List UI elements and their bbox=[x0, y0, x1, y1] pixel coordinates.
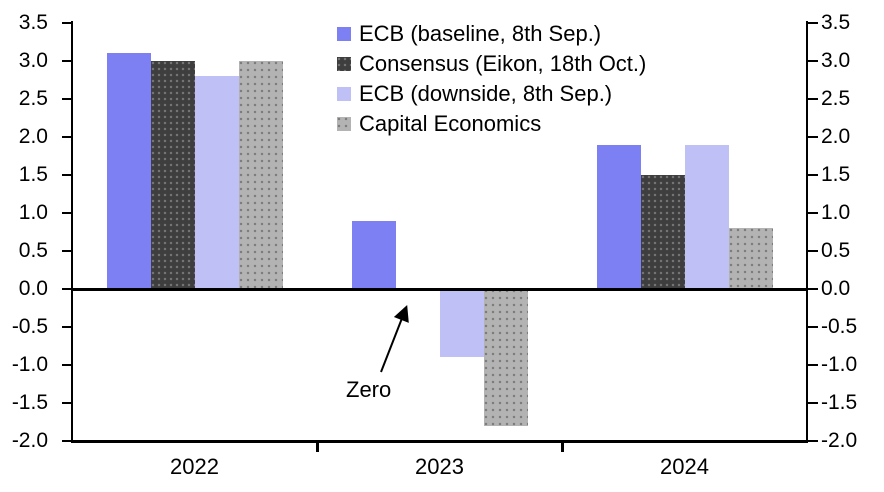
x-axis-line bbox=[71, 440, 808, 443]
y-tick-label-left: 0.0 bbox=[18, 277, 48, 300]
legend-swatch-consensus bbox=[337, 57, 351, 71]
y-tick-label-left: 3.0 bbox=[18, 49, 48, 72]
y-tick-right bbox=[808, 212, 818, 214]
bar-2022-series-0 bbox=[107, 53, 151, 289]
y-tick-label-right: 3.5 bbox=[821, 11, 851, 34]
y-tick-right bbox=[808, 326, 818, 328]
y-tick-right bbox=[808, 402, 818, 404]
y-tick-label-right: -2.0 bbox=[821, 429, 858, 452]
y-tick-right bbox=[808, 98, 818, 100]
y-tick-left bbox=[62, 212, 72, 214]
y-tick-left bbox=[62, 136, 72, 138]
legend-swatch-ecb-baseline bbox=[337, 27, 351, 41]
bar-2022-series-3 bbox=[239, 61, 283, 289]
legend-label: Consensus (Eikon, 18th Oct.) bbox=[359, 51, 647, 76]
y-tick-label-left: 2.0 bbox=[18, 125, 48, 148]
y-tick-left bbox=[62, 440, 72, 442]
y-tick-left bbox=[62, 174, 72, 176]
y-tick-label-right: 3.0 bbox=[821, 49, 851, 72]
y-tick-right bbox=[808, 60, 818, 62]
zero-baseline bbox=[71, 288, 808, 291]
y-tick-label-left: 0.5 bbox=[18, 239, 48, 262]
bar-2024-series-0 bbox=[597, 145, 641, 289]
legend-item: ECB (baseline, 8th Sep.) bbox=[337, 19, 646, 49]
y-tick-label-right: -0.5 bbox=[821, 315, 858, 338]
y-tick-label-right: -1.5 bbox=[821, 391, 858, 414]
y-axis-left-line bbox=[71, 21, 73, 443]
legend-label: ECB (baseline, 8th Sep.) bbox=[359, 21, 602, 46]
y-tick-right bbox=[808, 136, 818, 138]
y-tick-right bbox=[808, 364, 818, 366]
y-tick-label-left: -1.5 bbox=[11, 391, 48, 414]
y-tick-label-left: 1.5 bbox=[18, 163, 48, 186]
y-tick-label-right: -1.0 bbox=[821, 353, 858, 376]
y-tick-right bbox=[808, 288, 818, 290]
y-tick-label-right: 1.0 bbox=[821, 201, 851, 224]
y-tick-left bbox=[62, 402, 72, 404]
y-tick-label-left: -0.5 bbox=[11, 315, 48, 338]
y-tick-label-right: 1.5 bbox=[821, 163, 851, 186]
x-category-label: 2023 bbox=[415, 454, 464, 479]
legend-item: ECB (downside, 8th Sep.) bbox=[337, 79, 646, 109]
legend-item: Consensus (Eikon, 18th Oct.) bbox=[337, 49, 646, 79]
legend-label: Capital Economics bbox=[359, 111, 542, 136]
y-tick-right bbox=[808, 174, 818, 176]
x-category-label: 2024 bbox=[660, 454, 709, 479]
y-tick-left bbox=[62, 326, 72, 328]
zero-annotation-label: Zero bbox=[346, 377, 392, 402]
bar-2022-series-2 bbox=[195, 76, 239, 289]
y-tick-right bbox=[808, 22, 818, 24]
bar-2024-series-2 bbox=[685, 145, 729, 289]
x-tick bbox=[561, 441, 564, 452]
bar-2024-series-3 bbox=[729, 228, 773, 289]
y-tick-right bbox=[808, 440, 818, 442]
x-category-label: 2022 bbox=[170, 454, 219, 479]
legend-swatch-capital-economics bbox=[337, 117, 351, 131]
y-tick-left bbox=[62, 60, 72, 62]
y-tick-label-right: 0.0 bbox=[821, 277, 851, 300]
bar-2023-series-0 bbox=[352, 221, 396, 289]
y-tick-label-left: 1.0 bbox=[18, 201, 48, 224]
y-tick-label-left: 2.5 bbox=[18, 87, 48, 110]
y-tick-left bbox=[62, 250, 72, 252]
bar-2023-series-2 bbox=[440, 289, 484, 357]
bar-2023-series-3 bbox=[484, 289, 528, 426]
legend-label: ECB (downside, 8th Sep.) bbox=[359, 81, 613, 106]
y-tick-label-left: 3.5 bbox=[18, 11, 48, 34]
bar-2022-series-1 bbox=[151, 61, 195, 289]
legend: ECB (baseline, 8th Sep.) Consensus (Eiko… bbox=[337, 19, 646, 139]
y-tick-left bbox=[62, 364, 72, 366]
y-axis-right-line bbox=[806, 21, 808, 443]
y-tick-label-right: 2.5 bbox=[821, 87, 851, 110]
y-tick-label-left: -2.0 bbox=[11, 429, 48, 452]
x-tick bbox=[316, 441, 319, 452]
y-tick-label-left: -1.0 bbox=[11, 353, 48, 376]
legend-item: Capital Economics bbox=[337, 109, 646, 139]
y-tick-left bbox=[62, 288, 72, 290]
bar-2024-series-1 bbox=[641, 175, 685, 289]
y-tick-right bbox=[808, 250, 818, 252]
y-tick-label-right: 2.0 bbox=[821, 125, 851, 148]
y-tick-left bbox=[62, 22, 72, 24]
legend-swatch-ecb-downside bbox=[337, 87, 351, 101]
y-tick-left bbox=[62, 98, 72, 100]
y-tick-label-right: 0.5 bbox=[821, 239, 851, 262]
